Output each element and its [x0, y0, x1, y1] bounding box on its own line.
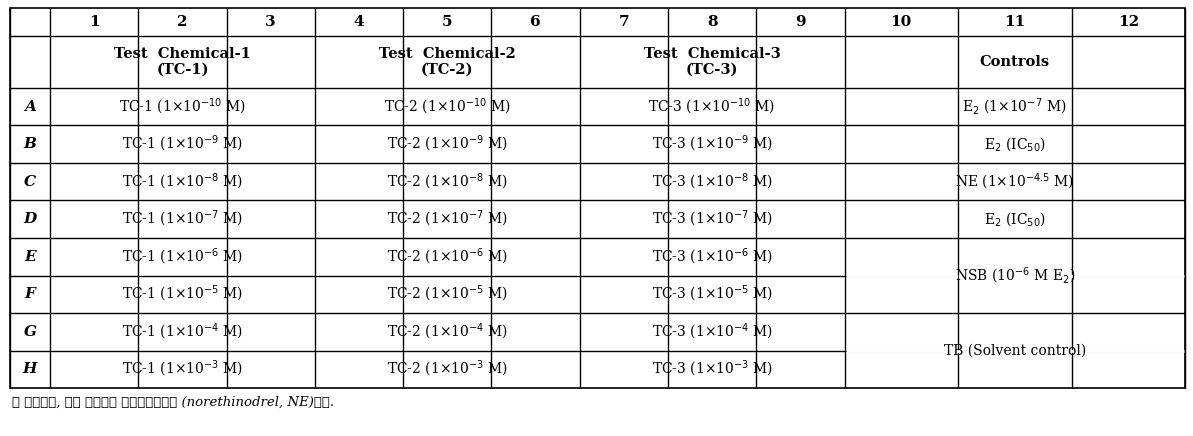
Text: TC-1 (1×10$^{-9}$ M): TC-1 (1×10$^{-9}$ M): [122, 134, 243, 154]
Text: E$_2$ (IC$_{50}$): E$_2$ (IC$_{50}$): [984, 210, 1046, 228]
Text: 11: 11: [1005, 15, 1025, 29]
Text: 2: 2: [178, 15, 187, 29]
Text: TC-3 (1×10$^{-5}$ M): TC-3 (1×10$^{-5}$ M): [651, 284, 773, 304]
Text: 1: 1: [88, 15, 99, 29]
Text: TC-1 (1×10$^{-8}$ M): TC-1 (1×10$^{-8}$ M): [122, 172, 243, 192]
Text: TC-2 (1×10$^{-9}$ M): TC-2 (1×10$^{-9}$ M): [387, 134, 508, 154]
Text: TC-2 (1×10$^{-10}$ M): TC-2 (1×10$^{-10}$ M): [384, 97, 511, 117]
Text: TC-3 (1×10$^{-3}$ M): TC-3 (1×10$^{-3}$ M): [651, 359, 773, 379]
Text: Controls: Controls: [979, 55, 1050, 69]
Text: TC-2 (1×10$^{-4}$ M): TC-2 (1×10$^{-4}$ M): [387, 322, 508, 342]
Text: TC-2 (1×10$^{-7}$ M): TC-2 (1×10$^{-7}$ M): [387, 209, 508, 229]
Text: TC-2 (1×10$^{-8}$ M): TC-2 (1×10$^{-8}$ M): [387, 172, 508, 192]
Text: NE (1×10$^{-4.5}$ M): NE (1×10$^{-4.5}$ M): [956, 172, 1075, 192]
Text: TC-2 (1×10$^{-6}$ M): TC-2 (1×10$^{-6}$ M): [387, 247, 508, 267]
Text: TC-1 (1×10$^{-7}$ M): TC-1 (1×10$^{-7}$ M): [122, 209, 243, 229]
Text: TC-3 (1×10$^{-8}$ M): TC-3 (1×10$^{-8}$ M): [651, 172, 773, 192]
Text: Test  Chemical-1
(TC-1): Test Chemical-1 (TC-1): [115, 47, 251, 77]
Text: 8: 8: [706, 15, 717, 29]
Text: TC-1 (1×10$^{-5}$ M): TC-1 (1×10$^{-5}$ M): [122, 284, 243, 304]
Bar: [10, 8, 1185, 388]
Text: 3: 3: [265, 15, 276, 29]
Text: A: A: [24, 100, 36, 114]
Text: TC-2 (1×10$^{-3}$ M): TC-2 (1×10$^{-3}$ M): [387, 359, 508, 379]
Text: 7: 7: [618, 15, 629, 29]
Text: 6: 6: [530, 15, 540, 29]
Text: Test  Chemical-2
(TC-2): Test Chemical-2 (TC-2): [379, 47, 515, 77]
Text: NSB (10$^{-6}$ M E$_2$): NSB (10$^{-6}$ M E$_2$): [954, 265, 1075, 286]
Text: TC-1 (1×10$^{-3}$ M): TC-1 (1×10$^{-3}$ M): [122, 359, 243, 379]
Text: C: C: [24, 175, 36, 189]
Text: TC-3 (1×10$^{-4}$ M): TC-3 (1×10$^{-4}$ M): [651, 322, 773, 342]
Text: E$_2$ (1×10$^{-7}$ M): E$_2$ (1×10$^{-7}$ M): [963, 96, 1067, 117]
Text: 5: 5: [441, 15, 452, 29]
Text: TC-1 (1×10$^{-6}$ M): TC-1 (1×10$^{-6}$ M): [122, 247, 243, 267]
Text: 10: 10: [891, 15, 911, 29]
Text: E$_2$ (IC$_{50}$): E$_2$ (IC$_{50}$): [984, 135, 1046, 153]
Text: 본 예제에서, 약한 결합체는 노르에티노드렌 (norethinodrel, NE)이다.: 본 예제에서, 약한 결합체는 노르에티노드렌 (norethinodrel, …: [12, 396, 334, 409]
Text: 9: 9: [795, 15, 805, 29]
Text: E: E: [24, 250, 36, 264]
Text: 4: 4: [353, 15, 364, 29]
Text: TC-3 (1×10$^{-9}$ M): TC-3 (1×10$^{-9}$ M): [651, 134, 773, 154]
Text: B: B: [24, 137, 37, 151]
Text: TC-1 (1×10$^{-10}$ M): TC-1 (1×10$^{-10}$ M): [119, 97, 246, 117]
Text: Test  Chemical-3
(TC-3): Test Chemical-3 (TC-3): [644, 47, 780, 77]
Text: 12: 12: [1118, 15, 1139, 29]
Text: TC-3 (1×10$^{-6}$ M): TC-3 (1×10$^{-6}$ M): [651, 247, 773, 267]
Text: H: H: [23, 362, 37, 376]
Text: TC-2 (1×10$^{-5}$ M): TC-2 (1×10$^{-5}$ M): [387, 284, 508, 304]
Text: TC-3 (1×10$^{-10}$ M): TC-3 (1×10$^{-10}$ M): [649, 97, 775, 117]
Text: TB (Solvent control): TB (Solvent control): [944, 344, 1086, 358]
Text: TC-3 (1×10$^{-7}$ M): TC-3 (1×10$^{-7}$ M): [651, 209, 773, 229]
Text: G: G: [24, 325, 37, 339]
Text: D: D: [24, 212, 37, 226]
Text: TC-1 (1×10$^{-4}$ M): TC-1 (1×10$^{-4}$ M): [122, 322, 243, 342]
Text: F: F: [25, 287, 36, 301]
